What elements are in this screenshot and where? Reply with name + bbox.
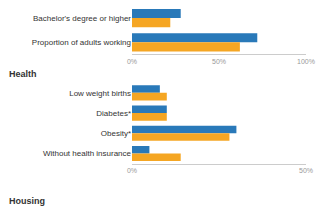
svg-text:50%: 50% xyxy=(299,167,313,174)
svg-text:50%: 50% xyxy=(212,58,226,65)
svg-text:Health: Health xyxy=(9,69,37,79)
svg-text:Bachelor's degree or higher: Bachelor's degree or higher xyxy=(33,14,131,23)
svg-text:Without health insurance: Without health insurance xyxy=(43,149,132,158)
svg-text:100%: 100% xyxy=(297,58,315,65)
svg-text:0%: 0% xyxy=(127,58,137,65)
svg-text:Proportion of adults working: Proportion of adults working xyxy=(32,38,131,47)
svg-text:Low weight births: Low weight births xyxy=(69,89,131,98)
svg-text:Housing: Housing xyxy=(9,196,45,206)
svg-text:Diabetes*: Diabetes* xyxy=(96,109,131,118)
svg-text:0%: 0% xyxy=(127,167,137,174)
svg-text:Obesity*: Obesity* xyxy=(101,129,131,138)
